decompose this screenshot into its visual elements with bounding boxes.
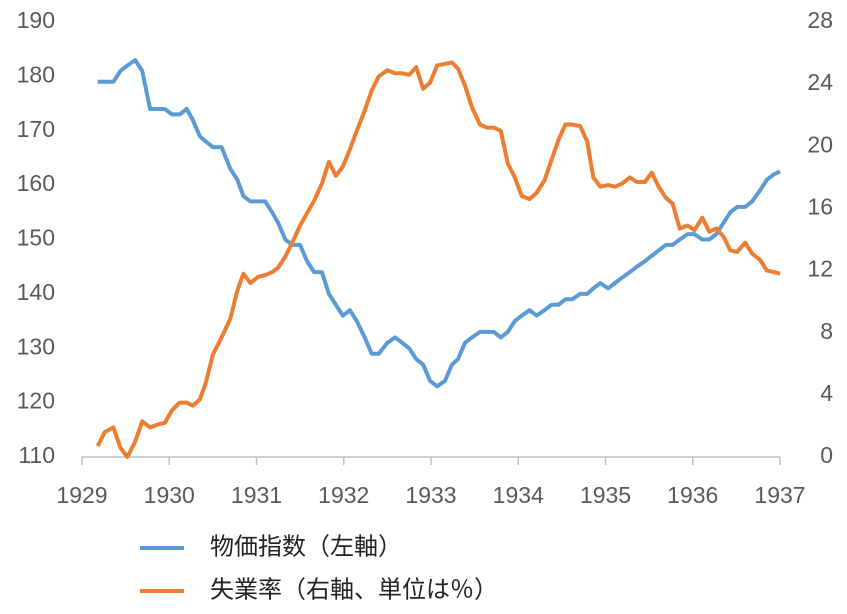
series-line bbox=[97, 58, 781, 389]
y2-tick-label: 24 bbox=[807, 69, 833, 95]
y2-tick-label: 16 bbox=[807, 194, 833, 220]
y-tick-label: 180 bbox=[17, 61, 55, 87]
x-tick-label: 1932 bbox=[318, 482, 369, 508]
y2-tick-label: 28 bbox=[807, 7, 833, 33]
y-tick-label: 150 bbox=[17, 225, 55, 251]
y-tick-label: 140 bbox=[17, 279, 55, 305]
legend-label: 物価指数（左軸） bbox=[210, 533, 402, 560]
y2-tick-label: 12 bbox=[807, 256, 833, 282]
y2-tick-label: 4 bbox=[820, 380, 833, 406]
y2-tick-label: 20 bbox=[807, 131, 833, 157]
x-tick-label: 1929 bbox=[56, 482, 107, 508]
legend-label: 失業率（右軸、単位は％） bbox=[210, 576, 498, 603]
x-tick-label: 1933 bbox=[405, 482, 456, 508]
x-tick-label: 1936 bbox=[667, 482, 718, 508]
y-tick-label: 130 bbox=[17, 333, 55, 359]
x-tick-label: 1937 bbox=[754, 482, 805, 508]
y-tick-label: 170 bbox=[17, 116, 55, 142]
y-tick-label: 190 bbox=[17, 7, 55, 33]
x-tick-label: 1930 bbox=[144, 482, 195, 508]
y2-tick-label: 0 bbox=[820, 442, 833, 468]
y-tick-label: 110 bbox=[18, 442, 55, 468]
x-tick-label: 1935 bbox=[580, 482, 631, 508]
y-tick-label: 160 bbox=[17, 170, 55, 196]
x-tick-label: 1934 bbox=[493, 482, 544, 508]
y-tick-label: 120 bbox=[17, 388, 55, 414]
x-tick-label: 1931 bbox=[231, 482, 282, 508]
y2-tick-label: 8 bbox=[820, 318, 833, 344]
series-line bbox=[95, 60, 781, 459]
